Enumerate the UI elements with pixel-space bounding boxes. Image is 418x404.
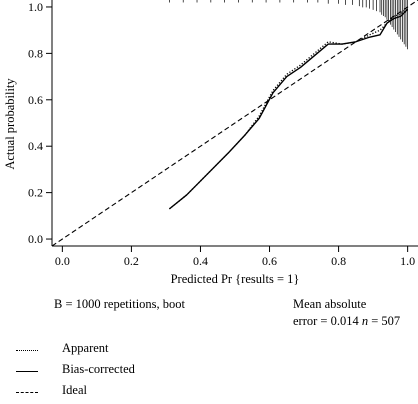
- y-tick-label: 1.0: [28, 0, 43, 14]
- y-tick-label: 0.8: [28, 46, 43, 60]
- x-tick-label: 0.2: [124, 254, 139, 268]
- error-annotation: Mean absolute error = 0.014 n = 507: [293, 296, 400, 330]
- series-line-ideal: [52, 0, 418, 246]
- legend-label: Ideal: [62, 383, 87, 397]
- x-tick-label: 0.6: [262, 254, 277, 268]
- legend-swatch-dashed: [16, 392, 38, 393]
- y-tick-label: 0.4: [28, 139, 43, 153]
- x-axis-title: Predicted Pr {results = 1}: [171, 272, 300, 286]
- y-tick-label: 0.2: [28, 186, 43, 200]
- legend-label: Apparent: [62, 341, 109, 355]
- legend-label: Bias-corrected: [62, 362, 135, 376]
- error-value: error = 0.014: [293, 314, 362, 328]
- bootstrap-annotation: B = 1000 repetitions, boot: [54, 297, 185, 311]
- y-axis-title: Actual probability: [3, 78, 17, 170]
- error-annotation-line2: error = 0.014 n = 507: [293, 313, 400, 330]
- n-value: = 507: [368, 314, 401, 328]
- legend-swatch-solid: [16, 371, 38, 372]
- error-annotation-line1: Mean absolute: [293, 297, 367, 311]
- legend-swatch-dotted: [16, 350, 38, 351]
- x-tick-label: 0.0: [55, 254, 70, 268]
- series-line-bias-corrected: [168, 8, 409, 210]
- n-symbol: n: [361, 314, 369, 328]
- x-tick-label: 0.8: [331, 254, 346, 268]
- y-tick-label: 0.6: [28, 93, 43, 107]
- x-tick-label: 0.4: [193, 254, 208, 268]
- x-tick-label: 1.0: [400, 254, 415, 268]
- calibration-chart: 0.0 0.2 0.4 0.6 0.8 1.0 0.0 0.2 0.4 0.6 0.8 1.0 Pre…: [3, 0, 418, 286]
- y-tick-label: 0.0: [28, 232, 43, 246]
